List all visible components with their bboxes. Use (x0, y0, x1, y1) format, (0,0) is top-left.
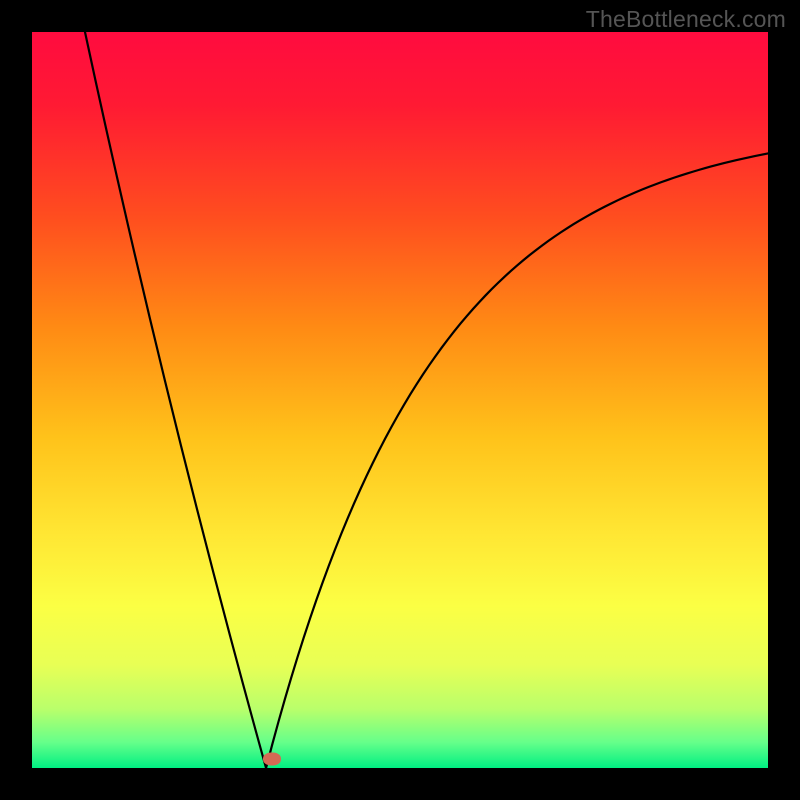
minimum-marker (263, 753, 281, 766)
curve-path (85, 32, 768, 768)
bottleneck-curve (32, 32, 768, 768)
chart-frame: TheBottleneck.com (0, 0, 800, 800)
plot-area (32, 32, 768, 768)
watermark-text: TheBottleneck.com (586, 6, 786, 33)
